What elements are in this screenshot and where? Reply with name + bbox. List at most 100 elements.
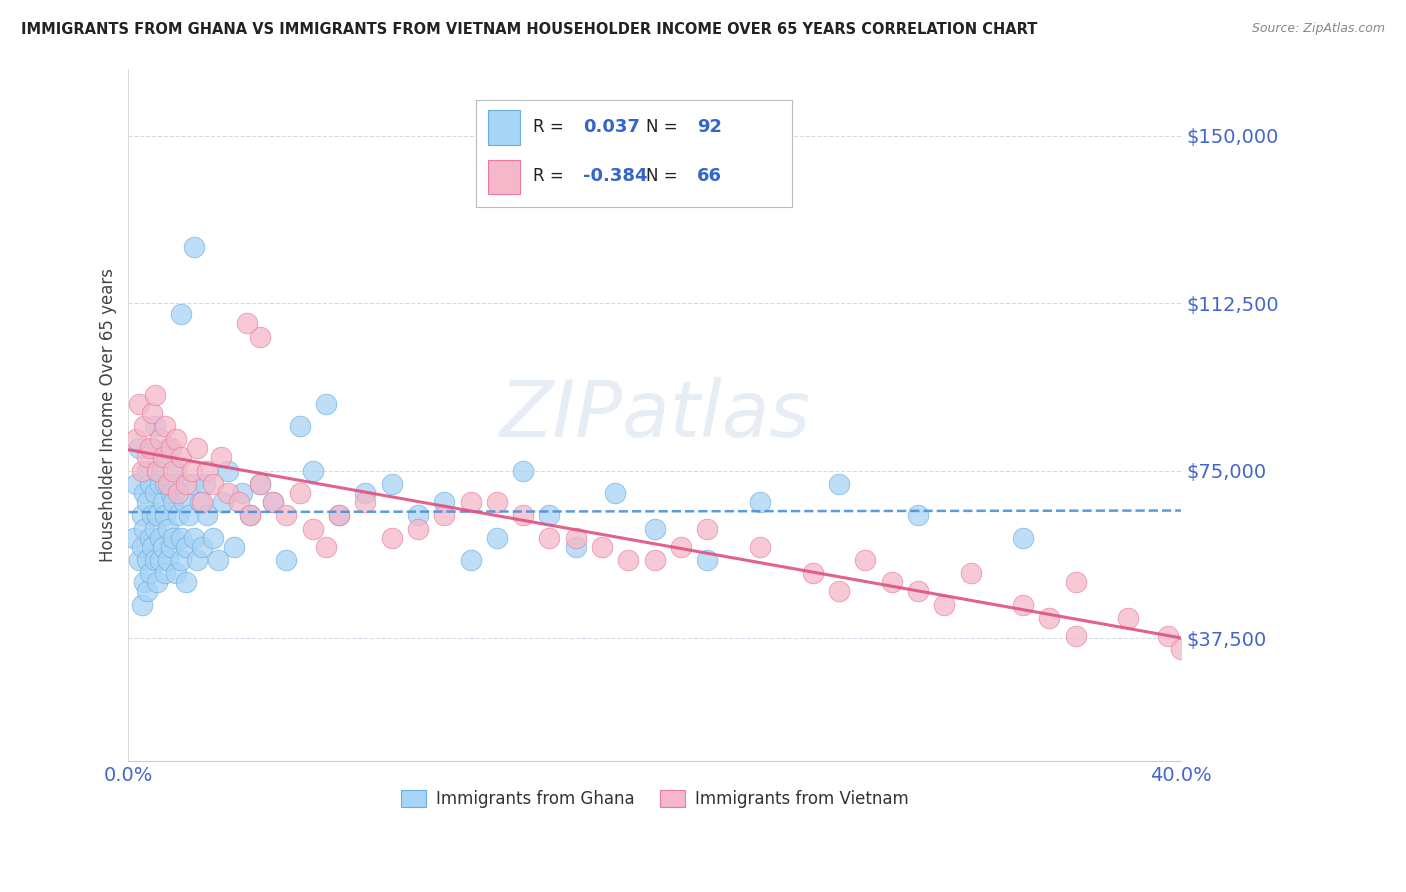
Point (209, 450, 232, 465)
Point (170, 307, 193, 321)
Point (512, 464, 534, 478)
Point (853, 553, 876, 567)
Point (167, 486, 190, 500)
Point (197, 508, 219, 523)
Point (134, 419, 156, 434)
Point (155, 419, 177, 434)
Point (186, 442, 208, 456)
Point (207, 553, 229, 567)
Point (134, 522, 156, 536)
Point (170, 450, 193, 465)
Point (880, 575, 903, 590)
Point (152, 450, 174, 465)
Point (146, 508, 169, 523)
Point (591, 540, 613, 554)
Point (301, 522, 323, 536)
Point (433, 508, 456, 523)
Point (125, 477, 148, 491)
Point (131, 598, 153, 612)
Point (170, 553, 193, 567)
Point (152, 540, 174, 554)
Point (143, 419, 166, 434)
Point (156, 442, 179, 456)
Point (1064, 575, 1087, 590)
Point (138, 442, 160, 456)
Point (173, 495, 195, 509)
Point (167, 508, 190, 523)
Point (197, 464, 219, 478)
Point (696, 522, 718, 536)
Point (135, 553, 157, 567)
Point (177, 508, 200, 523)
Point (162, 464, 184, 478)
Point (276, 553, 298, 567)
Point (238, 508, 260, 523)
Text: IMMIGRANTS FROM GHANA VS IMMIGRANTS FROM VIETNAM HOUSEHOLDER INCOME OVER 65 YEAR: IMMIGRANTS FROM GHANA VS IMMIGRANTS FROM… (21, 22, 1038, 37)
Point (191, 540, 214, 554)
Point (128, 553, 150, 567)
Point (249, 477, 271, 491)
Point (315, 540, 337, 554)
Point (167, 477, 190, 491)
Point (188, 495, 211, 509)
Point (934, 598, 956, 612)
Point (460, 553, 482, 567)
Point (135, 584, 157, 599)
Point (433, 495, 456, 509)
Point (565, 531, 588, 545)
Point (141, 508, 163, 523)
Point (907, 508, 929, 523)
Point (146, 575, 169, 590)
Point (354, 486, 377, 500)
Point (1012, 598, 1035, 612)
Point (134, 575, 156, 590)
Point (1170, 642, 1192, 657)
Point (131, 464, 153, 478)
Point (644, 522, 666, 536)
Point (180, 464, 202, 478)
Point (141, 540, 163, 554)
Point (1012, 531, 1035, 545)
Point (512, 508, 534, 523)
Point (143, 387, 166, 401)
Point (262, 495, 284, 509)
Point (381, 531, 404, 545)
Point (155, 477, 177, 491)
Point (159, 486, 181, 500)
Point (354, 495, 377, 509)
Point (801, 566, 824, 581)
Point (538, 531, 561, 545)
Text: Source: ZipAtlas.com: Source: ZipAtlas.com (1251, 22, 1385, 36)
Point (485, 495, 508, 509)
Point (669, 540, 692, 554)
Point (644, 553, 666, 567)
Point (1157, 629, 1180, 643)
Point (149, 553, 172, 567)
Point (135, 495, 157, 509)
Point (959, 566, 981, 581)
Point (288, 419, 311, 434)
Point (907, 584, 929, 599)
Point (165, 464, 187, 478)
Point (217, 464, 239, 478)
Text: ZIPatlas: ZIPatlas (499, 376, 810, 453)
Point (152, 495, 174, 509)
Point (231, 486, 253, 500)
Point (406, 522, 429, 536)
Point (155, 508, 177, 523)
Point (238, 508, 260, 523)
Point (236, 316, 259, 330)
Point (212, 495, 235, 509)
Point (176, 575, 198, 590)
Point (328, 508, 350, 523)
Point (460, 495, 482, 509)
Point (143, 486, 166, 500)
Point (128, 396, 150, 410)
Point (288, 486, 311, 500)
Point (201, 477, 224, 491)
Point (138, 566, 160, 581)
Point (135, 464, 157, 478)
Point (696, 553, 718, 567)
Point (165, 566, 187, 581)
Point (617, 553, 640, 567)
